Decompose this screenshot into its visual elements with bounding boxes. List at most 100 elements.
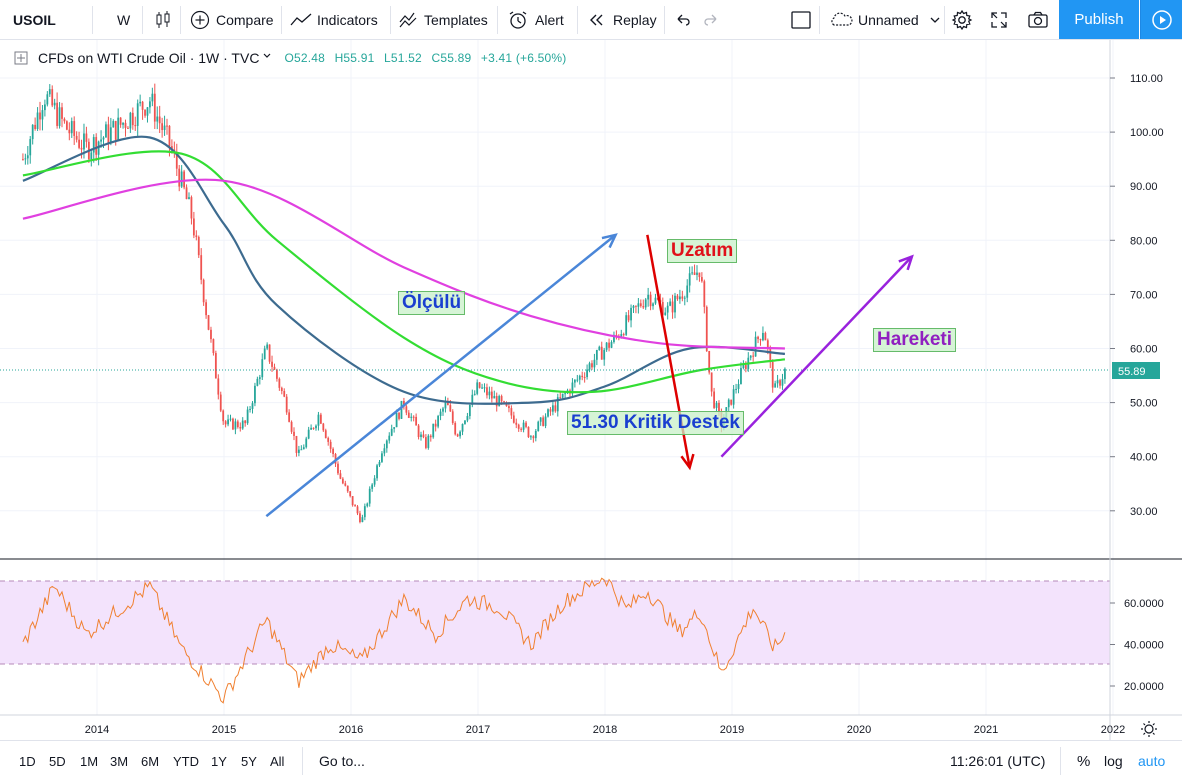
chart-type-button[interactable] xyxy=(155,0,171,40)
range-button-1m[interactable]: 1M xyxy=(80,753,99,769)
layout-menu[interactable]: Unnamed xyxy=(828,0,941,40)
candle-body xyxy=(85,133,88,142)
candle-body xyxy=(390,428,393,436)
annotation-arrows[interactable] xyxy=(265,233,914,518)
collapse-icon[interactable] xyxy=(14,51,28,65)
settings-button[interactable] xyxy=(951,0,973,40)
candle-body xyxy=(166,125,168,127)
range-button-ytd[interactable]: YTD xyxy=(173,753,199,769)
templates-button[interactable]: Templates xyxy=(398,0,488,40)
annotation-support[interactable]: 51.30 Kritik Destek xyxy=(567,411,744,435)
candle-body xyxy=(403,400,405,407)
time-tick-label: 2016 xyxy=(339,724,363,736)
timezone-settings-icon[interactable] xyxy=(1141,721,1157,737)
log-toggle[interactable]: log xyxy=(1104,753,1123,769)
candle-body xyxy=(210,329,212,340)
candle-body xyxy=(63,118,66,122)
series-title[interactable]: CFDs on WTI Crude Oil · 1W · TVC xyxy=(38,50,260,66)
clock[interactable]: 11:26:01 (UTC) xyxy=(950,753,1046,769)
rsi-axis[interactable]: 60.0000 40.0000 20.0000 xyxy=(1110,598,1164,693)
range-button-6m[interactable]: 6M xyxy=(141,753,160,769)
range-button-all[interactable]: All xyxy=(270,753,285,769)
range-button-5d[interactable]: 5D xyxy=(49,753,66,769)
trend-arrow-line[interactable] xyxy=(720,255,913,458)
candle-body xyxy=(349,491,352,497)
price-axis[interactable]: 110.00 100.00 90.00 80.00 70.00 60.00 50.00 40.… xyxy=(1110,73,1164,518)
candle-body xyxy=(307,429,310,439)
candle-body xyxy=(420,434,422,438)
annotation-extension[interactable]: Uzatım xyxy=(667,239,738,263)
arrow-head-icon xyxy=(680,453,695,471)
publish-button[interactable]: Publish xyxy=(1059,0,1139,39)
candle-body xyxy=(620,334,623,338)
candle-body xyxy=(473,393,476,395)
candle-body xyxy=(610,342,613,348)
candle-body xyxy=(495,396,498,407)
chevron-down-icon[interactable] xyxy=(262,51,272,61)
candle-body xyxy=(256,378,259,386)
time-tick-label: 2022 xyxy=(1101,724,1125,736)
candle-body xyxy=(478,382,481,388)
range-button-3m[interactable]: 3M xyxy=(110,753,129,769)
snapshot-button[interactable] xyxy=(1027,0,1049,40)
last-price-badge xyxy=(1112,362,1160,379)
candle-body xyxy=(229,418,232,420)
candle-body xyxy=(764,332,767,341)
candle-body xyxy=(68,129,71,134)
time-axis[interactable]: 2014 2015 2016 2017 2018 2019 2020 2021 2022 xyxy=(85,724,1125,736)
candle-body xyxy=(581,375,584,377)
play-button[interactable] xyxy=(1140,0,1182,39)
annotation-movement[interactable]: Hareketi xyxy=(873,328,956,352)
goto-button[interactable]: Go to... xyxy=(319,753,365,769)
candle-body xyxy=(80,147,83,150)
candle-body xyxy=(293,431,295,436)
alert-button[interactable]: Alert xyxy=(507,0,564,40)
chart-canvas[interactable]: 110.00 100.00 90.00 80.00 70.00 60.00 50.00 40.… xyxy=(0,40,1182,740)
candle-body xyxy=(573,379,576,383)
replay-button[interactable]: Replay xyxy=(587,0,657,40)
candle-body xyxy=(422,434,425,438)
candle-body xyxy=(576,379,579,381)
candle-body xyxy=(188,197,190,200)
candle-body xyxy=(461,423,464,432)
fullscreen-button[interactable] xyxy=(989,0,1009,40)
arrow-head-icon xyxy=(601,233,618,249)
templates-icon xyxy=(399,12,417,28)
annotation-measured[interactable]: Ölçülü xyxy=(398,291,466,315)
redo-button[interactable] xyxy=(702,0,720,40)
candle-body xyxy=(771,362,774,388)
divider xyxy=(497,6,498,34)
range-button-1d[interactable]: 1D xyxy=(19,753,36,769)
candle-body xyxy=(48,89,51,95)
auto-toggle[interactable]: auto xyxy=(1138,753,1166,769)
candle-body xyxy=(175,152,178,169)
interval-button[interactable]: W xyxy=(117,12,131,28)
candle-body xyxy=(305,438,308,448)
candle-body xyxy=(539,417,542,422)
layout-name: Unnamed xyxy=(858,12,919,28)
candle-body xyxy=(498,396,501,407)
candle-body xyxy=(432,423,435,438)
time-tick-label: 2014 xyxy=(85,724,109,736)
trend-arrow-line[interactable] xyxy=(265,233,617,518)
price-tick-label: 50.00 xyxy=(1130,398,1158,410)
rsi-line xyxy=(22,577,786,704)
candle-body xyxy=(302,447,305,450)
candle-body xyxy=(757,336,759,340)
candle-body xyxy=(732,389,735,405)
candle-body xyxy=(578,375,581,380)
compare-button[interactable]: Compare xyxy=(190,0,274,40)
candle-body xyxy=(363,506,366,518)
indicators-button[interactable]: Indicators xyxy=(289,0,378,40)
candle-body xyxy=(388,435,391,441)
candle-body xyxy=(83,133,85,150)
undo-button[interactable] xyxy=(674,0,692,40)
percent-toggle[interactable]: % xyxy=(1077,752,1091,770)
candle-body xyxy=(241,420,244,429)
candle-body xyxy=(278,378,281,388)
candle-body xyxy=(481,387,483,389)
symbol-search[interactable]: USOIL xyxy=(13,12,56,28)
fullscreen-layout-button[interactable] xyxy=(790,0,812,40)
range-button-1y[interactable]: 1Y xyxy=(211,753,227,769)
range-button-5y[interactable]: 5Y xyxy=(241,753,257,769)
